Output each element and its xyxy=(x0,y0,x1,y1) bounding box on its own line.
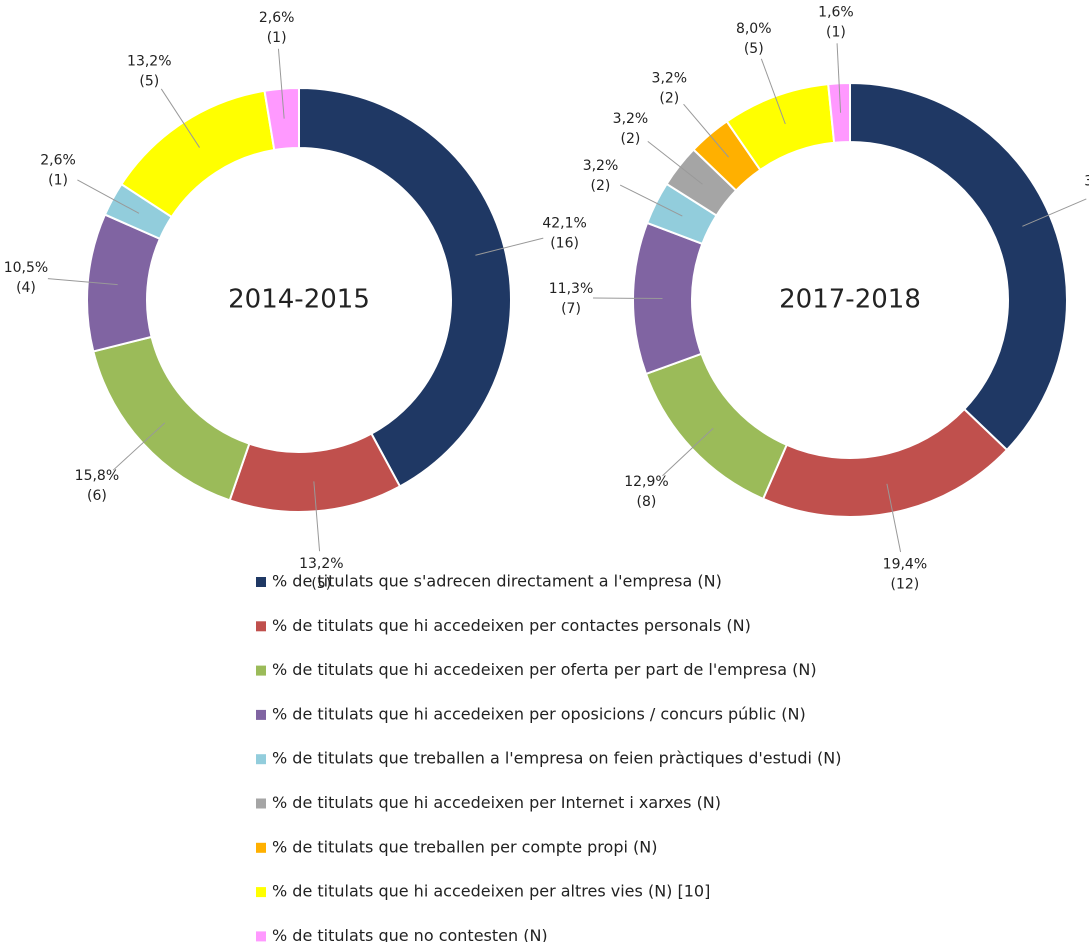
leader-line xyxy=(160,88,200,148)
value-label: 10,5% xyxy=(4,260,48,276)
value-label: 12,9% xyxy=(624,474,668,490)
count-label: (2) xyxy=(659,90,679,106)
donut-segment xyxy=(298,86,512,488)
count-label: (1) xyxy=(826,24,846,40)
donut-segment xyxy=(120,89,276,219)
leader-line xyxy=(662,427,714,477)
legend-swatch xyxy=(256,577,266,587)
donut-segment xyxy=(849,81,1068,452)
leader-line xyxy=(619,184,683,217)
legend-label: % de titulats que no contesten (N) xyxy=(272,926,548,942)
leader-line xyxy=(1022,198,1087,227)
value-label: 15,8% xyxy=(75,468,119,484)
leader-line xyxy=(47,278,118,286)
count-label: (4) xyxy=(16,280,36,296)
legend-label: % de titulats que hi accedeixen per Inte… xyxy=(272,793,721,812)
value-label: 8,0% xyxy=(736,21,772,37)
count-label: (12) xyxy=(891,577,920,593)
legend-label: % de titulats que s'adrecen directament … xyxy=(272,572,722,591)
legend-swatch xyxy=(256,665,266,676)
count-label: (8) xyxy=(637,494,657,510)
value-label: 37,1% xyxy=(1084,173,1089,189)
count-label: (16) xyxy=(550,236,579,252)
leader-line xyxy=(760,58,786,125)
value-label: 19,4% xyxy=(883,557,927,573)
legend-swatch xyxy=(256,621,266,632)
value-label: 11,3% xyxy=(549,281,593,297)
value-label: 3,2% xyxy=(613,111,649,127)
donut-segment xyxy=(228,432,402,513)
value-label: 13,2% xyxy=(127,54,171,70)
legend-label: % de titulats que hi accedeixen per ofer… xyxy=(272,660,817,679)
legend-label: % de titulats que hi accedeixen per cont… xyxy=(272,616,751,635)
donut-segment xyxy=(263,86,300,152)
legend-swatch xyxy=(256,709,266,720)
count-label: (7) xyxy=(561,301,581,317)
legend-label: % de titulats que hi accedeixen per altr… xyxy=(272,882,710,901)
legend-swatch xyxy=(256,842,266,853)
leader-line xyxy=(313,481,321,552)
leader-line xyxy=(647,140,703,185)
leader-line xyxy=(836,43,842,113)
leader-line xyxy=(683,103,729,158)
count-label: (2) xyxy=(621,131,641,147)
legend-label: % de titulats que treballen a l'empresa … xyxy=(272,749,841,768)
donut-title: 2017-2018 xyxy=(779,285,921,315)
legend-label: % de titulats que hi accedeixen per opos… xyxy=(272,704,806,723)
count-label: (1) xyxy=(267,30,287,46)
count-label: (5) xyxy=(311,576,331,592)
leader-line xyxy=(77,179,140,214)
value-label: 1,6% xyxy=(818,4,854,20)
leader-line xyxy=(112,422,166,471)
value-label: 42,1% xyxy=(542,216,586,232)
count-label: (5) xyxy=(744,41,764,57)
donut-segment xyxy=(827,81,851,144)
legend-swatch xyxy=(256,798,266,809)
donut-segment xyxy=(761,407,1009,518)
value-label: 2,6% xyxy=(40,153,76,169)
legend-swatch xyxy=(256,754,266,765)
value-label: 13,2% xyxy=(299,556,343,572)
legend-swatch xyxy=(256,887,266,898)
count-label: (6) xyxy=(87,488,107,504)
count-label: (1) xyxy=(48,173,68,189)
leader-line xyxy=(475,237,544,256)
leader-line xyxy=(886,483,902,553)
value-label: 3,2% xyxy=(583,158,619,174)
value-label: 3,2% xyxy=(652,70,688,86)
legend-swatch xyxy=(256,931,266,942)
legend-label: % de titulats que treballen per compte p… xyxy=(272,837,657,856)
count-label: (5) xyxy=(139,74,159,90)
donut-title: 2014-2015 xyxy=(228,285,370,315)
leader-line xyxy=(593,297,663,300)
value-label: 2,6% xyxy=(259,10,295,26)
count-label: (2) xyxy=(591,178,611,194)
leader-line xyxy=(277,48,285,119)
